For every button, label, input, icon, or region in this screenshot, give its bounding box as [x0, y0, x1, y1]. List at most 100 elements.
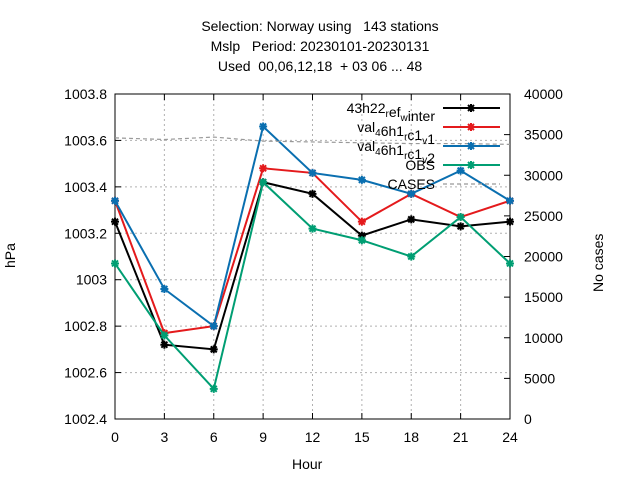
y2-tick-label: 0 [524, 411, 532, 427]
data-point-dot [458, 214, 463, 220]
legend-label-part: 6h1 [381, 142, 405, 158]
legend: 43h22refwinterval46h1rc1v1val46h1rc1v2OB… [347, 100, 500, 192]
data-point-dot [507, 219, 513, 224]
data-point-dot [507, 198, 513, 203]
data-point-dot [260, 124, 266, 129]
y2-tick-label: 10000 [524, 330, 563, 346]
data-point-dot [458, 224, 463, 229]
data-point-dot [359, 233, 365, 238]
legend-marker-dot [468, 162, 474, 168]
y-axis-title: hPa [2, 243, 18, 268]
series-2 [111, 122, 514, 331]
y2-tick-label: 30000 [524, 167, 563, 183]
chart-title-line-3: Used 00,06,12,18 + 03 06 ... 48 [217, 58, 423, 74]
x-tick-label: 21 [453, 429, 469, 445]
data-point-dot [211, 323, 216, 329]
legend-marker-dot [468, 143, 474, 149]
grid-lines [115, 94, 510, 419]
data-point-dot [458, 168, 463, 173]
data-point-dot [409, 254, 414, 259]
legend-label-part: v [422, 136, 427, 147]
y2-tick-label: 35000 [524, 127, 563, 143]
legend-label-part: c1 [407, 146, 422, 162]
axis-ticks: 1002.41002.61002.810031003.21003.41003.6… [64, 86, 563, 445]
series-line [114, 136, 511, 145]
legend-label-part: r [404, 132, 408, 143]
x-tick-label: 6 [210, 429, 218, 445]
y-tick-label: 1003.2 [64, 225, 107, 241]
y-tick-label: 1002.8 [64, 318, 107, 334]
legend-label-part: 4 [375, 128, 381, 139]
legend-label-part: 43h22 [347, 100, 386, 116]
y-tick-label: 1002.6 [64, 365, 107, 381]
x-tick-label: 3 [160, 429, 168, 445]
legend-label-part: 4 [375, 147, 381, 158]
data-point-dot [112, 261, 118, 266]
legend-label-part: inter [408, 108, 436, 124]
legend-label: val46h1rc1v1 [357, 119, 435, 147]
legend-label-part: val [357, 138, 375, 154]
data-point-dot [162, 342, 167, 347]
y2-tick-label: 20000 [524, 249, 563, 265]
legend-marker-dot [468, 105, 474, 111]
x-tick-label: 18 [403, 429, 419, 445]
legend-label-part: v [422, 155, 427, 166]
series-3 [111, 178, 514, 393]
legend-label: OBS [405, 157, 435, 173]
data-point-dot [359, 177, 365, 183]
data-point-dot [211, 386, 216, 392]
legend-label-part: r [386, 109, 390, 120]
legend-label-part: r [404, 151, 408, 162]
legend-label: CASES [388, 176, 435, 192]
y-tick-label: 1002.4 [64, 411, 107, 427]
chart-title-line-1: Selection: Norway using 143 stations [201, 18, 439, 34]
legend-label-part: OBS [405, 157, 435, 173]
data-point-dot [359, 219, 365, 224]
x-tick-label: 15 [354, 429, 370, 445]
data-point-dot [162, 286, 167, 292]
legend-label-part: ef [389, 104, 401, 120]
y-tick-label: 1003 [76, 272, 107, 288]
y-tick-label: 1003.4 [64, 179, 107, 195]
y2-tick-label: 25000 [524, 208, 563, 224]
data-point-dot [112, 198, 118, 203]
series-4 [114, 136, 511, 145]
legend-label-part: 2 [427, 150, 435, 166]
y2-axis-title: No cases [590, 233, 606, 292]
data-point-dot [507, 261, 513, 266]
legend-marker-dot [468, 124, 474, 130]
data-point-dot [409, 191, 414, 197]
x-tick-label: 12 [305, 429, 321, 445]
x-axis-title: Hour [292, 456, 323, 472]
data-point-dot [260, 166, 266, 171]
data-point-dot [310, 170, 315, 176]
data-point-dot [409, 217, 414, 222]
series-group [111, 122, 514, 393]
legend-label-part: w [400, 113, 409, 124]
x-tick-label: 24 [502, 429, 518, 445]
data-point-dot [359, 238, 365, 243]
legend-label: val46h1rc1v2 [357, 138, 435, 166]
legend-label-part: c1 [407, 127, 422, 143]
y2-tick-label: 40000 [524, 86, 563, 102]
legend-label-part: 6h1 [381, 123, 405, 139]
series-0 [111, 178, 514, 354]
y2-tick-label: 15000 [524, 289, 563, 305]
y-tick-label: 1003.8 [64, 86, 107, 102]
legend-label-part: 1 [427, 131, 435, 147]
y2-tick-label: 5000 [524, 370, 555, 386]
chart-title-line-2: Mslp Period: 20230101-20230131 [210, 38, 430, 54]
data-point-dot [310, 191, 315, 197]
data-point-dot [211, 347, 216, 352]
legend-label-part: CASES [388, 176, 435, 192]
data-point-dot [310, 226, 315, 231]
data-point-dot [112, 219, 118, 224]
x-tick-label: 9 [259, 429, 267, 445]
legend-label-part: val [357, 119, 375, 135]
data-point-dot [162, 333, 167, 338]
y-tick-label: 1003.6 [64, 132, 107, 148]
x-tick-label: 0 [111, 429, 119, 445]
data-point-dot [260, 180, 266, 185]
legend-label: 43h22refwinter [347, 100, 436, 124]
